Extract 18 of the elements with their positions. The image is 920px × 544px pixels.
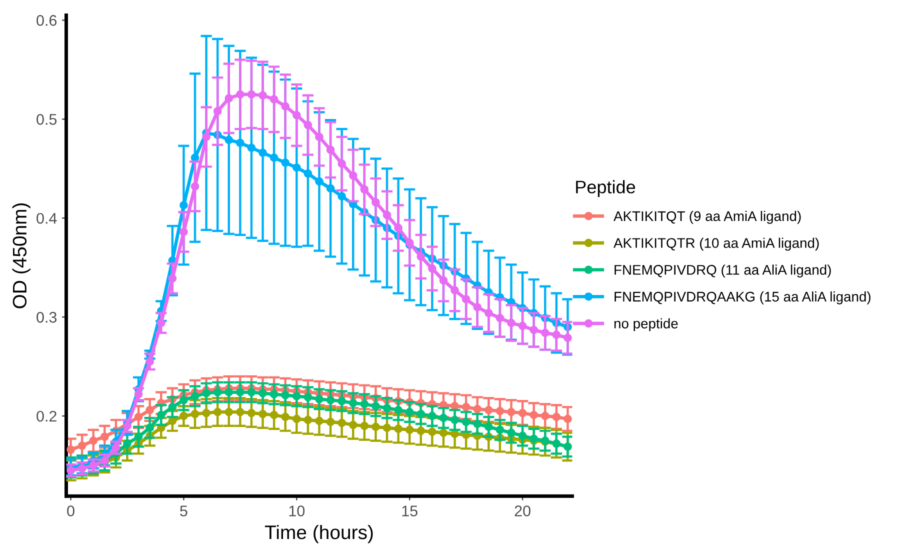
y-tick-label: 0.4 xyxy=(36,212,57,224)
x-tick-label: 10 xyxy=(289,506,305,516)
x-tick-label: 20 xyxy=(514,506,530,516)
y-tick-label: 0.6 xyxy=(36,15,57,26)
y-tick-label: 0.3 xyxy=(36,312,57,323)
y-tick-label: 0.5 xyxy=(36,114,57,125)
y-tick-label: 0.2 xyxy=(36,410,56,422)
x-tick-label: 0 xyxy=(67,506,74,516)
y-axis-title: OD (450nm) xyxy=(12,203,30,308)
x-axis-title: Time (hours) xyxy=(264,524,373,544)
legend-label: FNEMQPIVDRQ (11 aa AliA ligand) xyxy=(614,264,831,278)
legend-label: no peptide xyxy=(614,318,678,332)
x-tick-label: 15 xyxy=(402,506,418,516)
x-tick-label: 5 xyxy=(180,506,188,516)
legend-title: Peptide xyxy=(576,180,636,198)
legend-label: AKTIKITQTR (10 aa AmiA ligand) xyxy=(614,238,819,251)
legend-label: AKTIKITQT (9 aa AmiA ligand) xyxy=(614,210,801,224)
legend-label: FNEMQPIVDRQAAKG (15 aa AliA ligand) xyxy=(614,291,870,304)
